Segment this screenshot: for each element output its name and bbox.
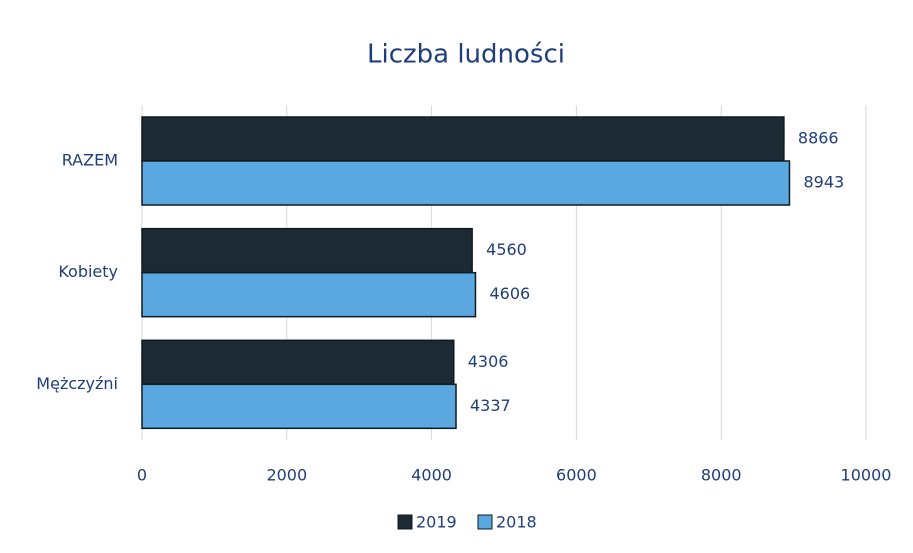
y-tick-label: Kobiety [58, 262, 118, 281]
y-tick-label: RAZEM [62, 151, 118, 170]
bar [141, 116, 785, 162]
y-tick-label: Mężczyźni [36, 374, 118, 393]
data-label: 8866 [798, 129, 839, 148]
data-label: 4560 [486, 240, 527, 259]
bar [141, 271, 477, 318]
x-tick-label: 4000 [411, 466, 452, 485]
x-tick-label: 2000 [266, 466, 307, 485]
legend-label: 2019 [416, 513, 457, 532]
x-tick-label: 6000 [556, 466, 597, 485]
x-tick-label: 0 [137, 466, 147, 485]
legend-swatch [477, 514, 493, 530]
legend-swatch [397, 514, 413, 530]
bar [141, 160, 791, 206]
data-label: 4337 [470, 396, 511, 415]
bar [141, 383, 457, 430]
chart-title: Liczba ludności [367, 40, 565, 70]
data-label: 8943 [803, 173, 844, 192]
x-tick-label: 10000 [841, 466, 892, 485]
bar [141, 227, 473, 274]
x-tick-label: 8000 [701, 466, 742, 485]
bar [141, 339, 455, 386]
data-label: 4306 [468, 352, 509, 371]
data-label: 4606 [489, 284, 530, 303]
legend-label: 2018 [496, 513, 537, 532]
